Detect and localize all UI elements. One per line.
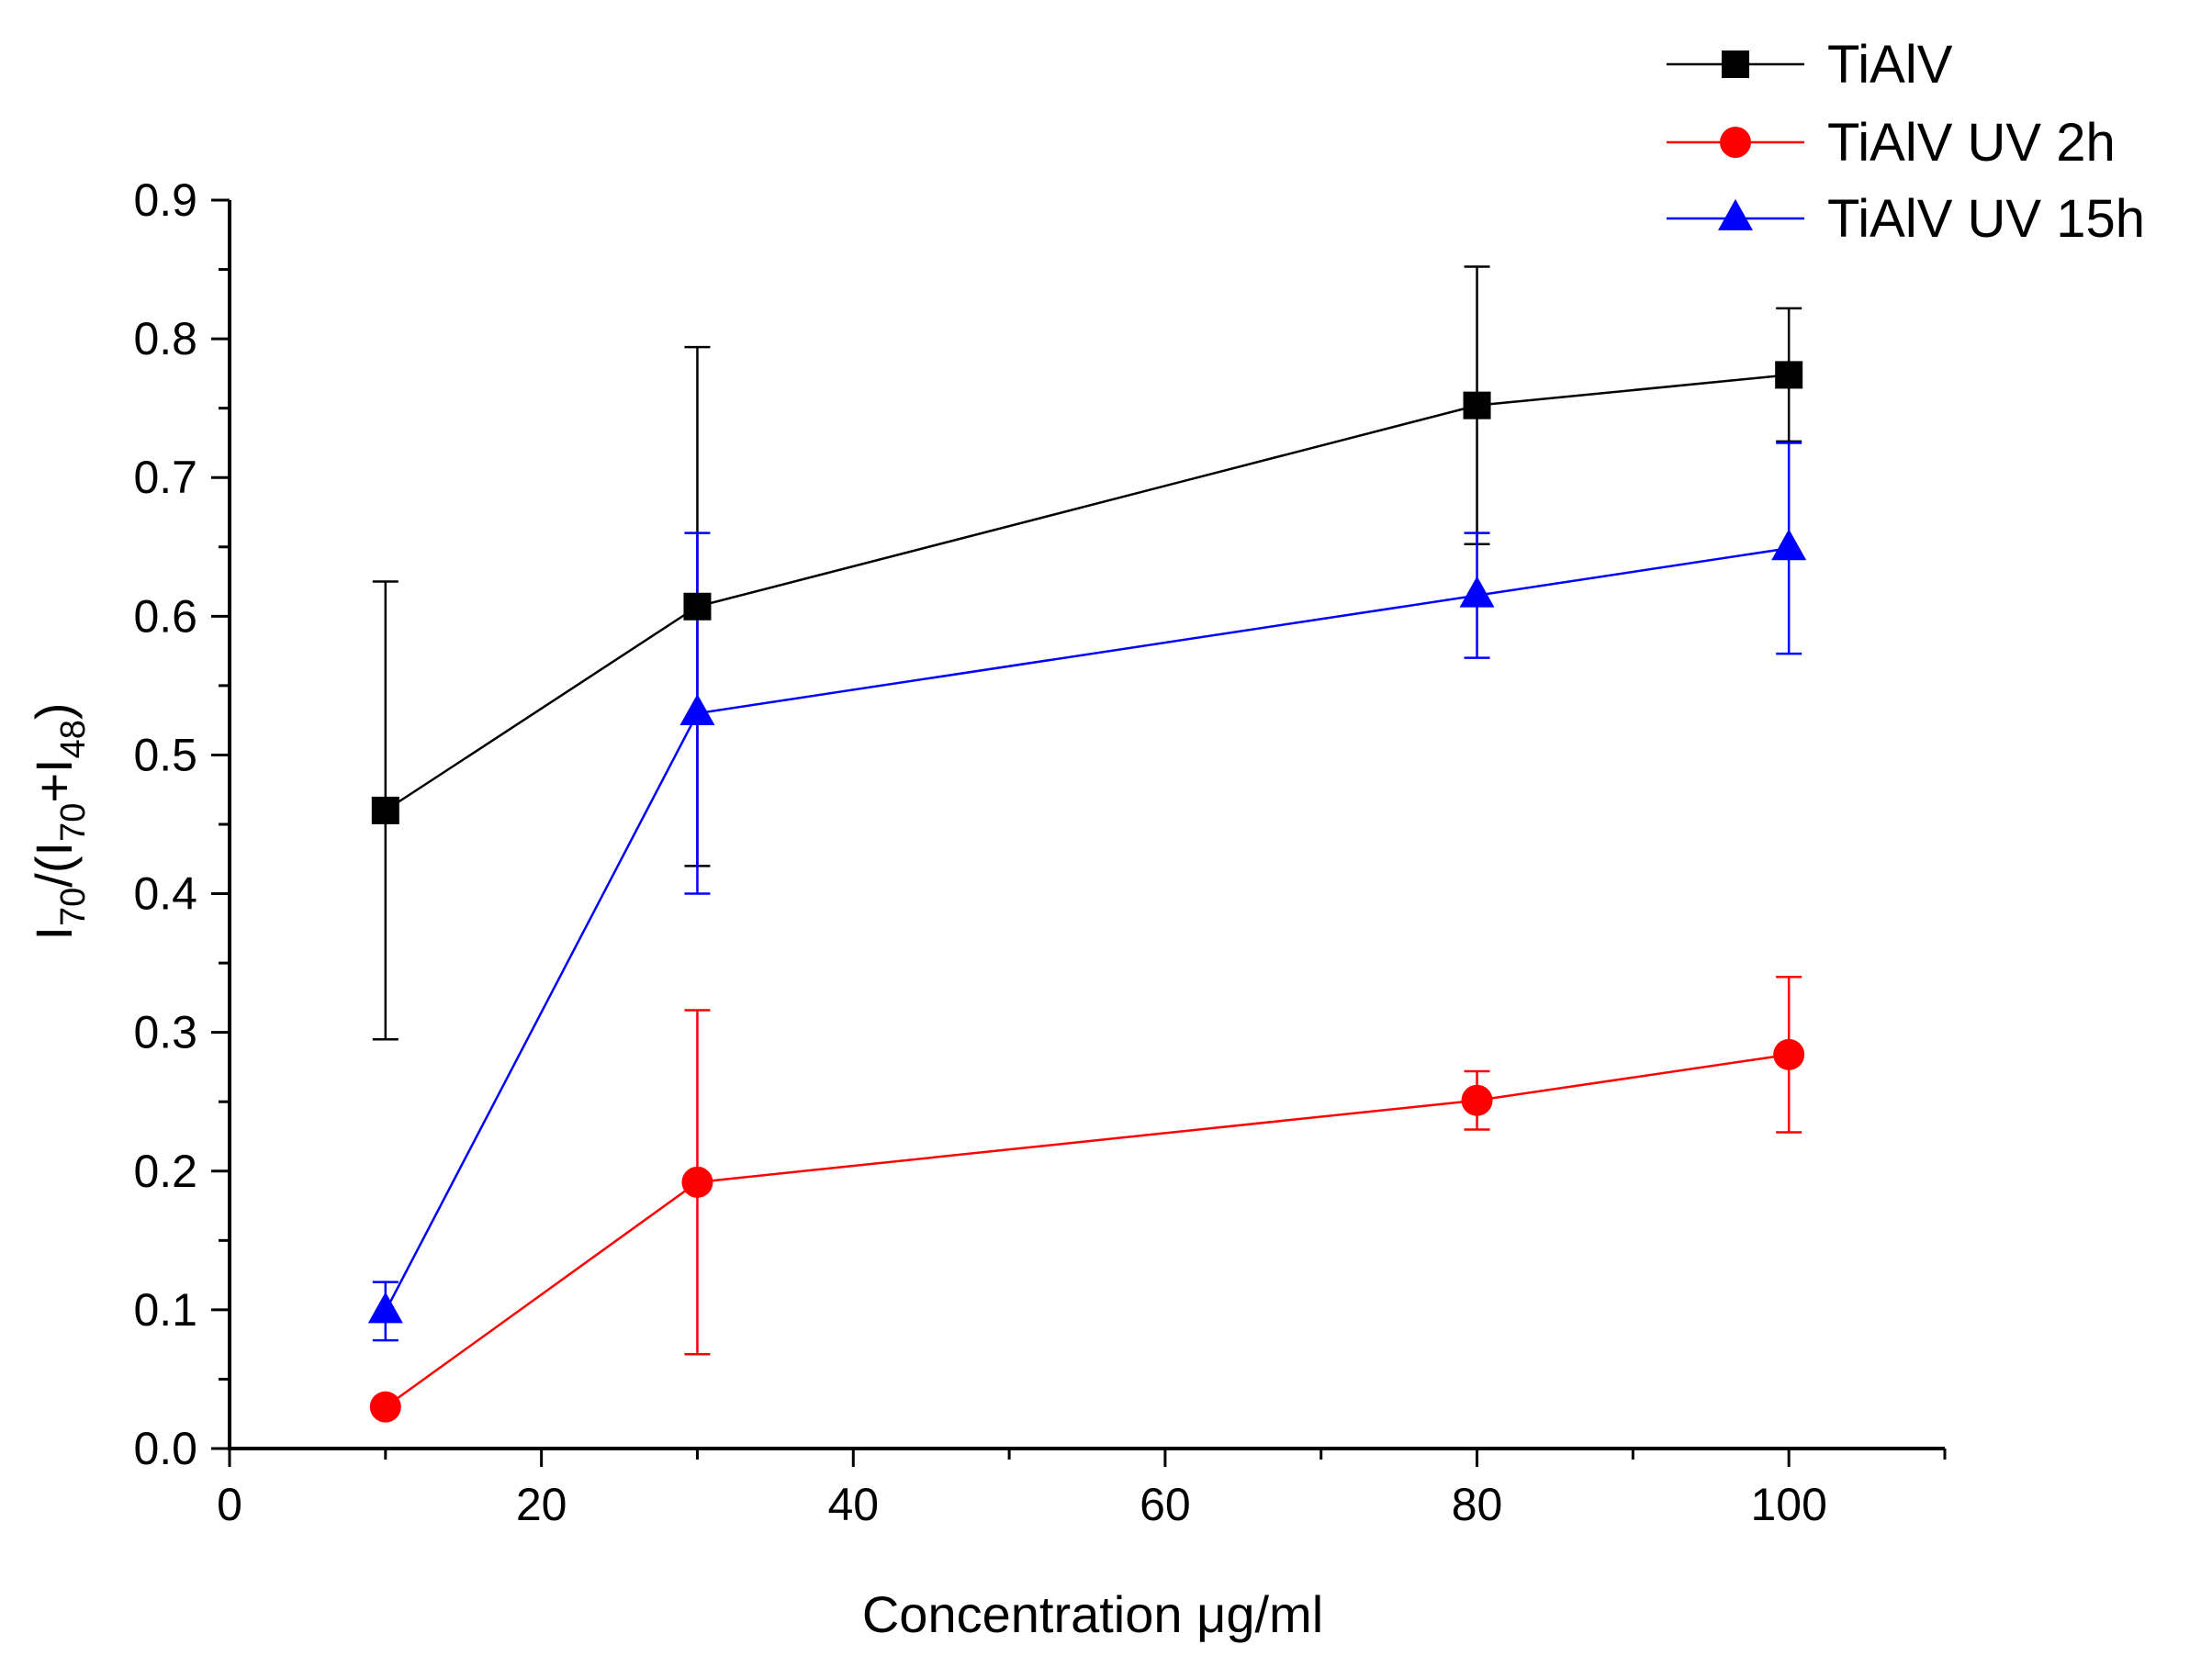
y-tick-label: 0.2 xyxy=(133,1146,197,1197)
markers-layer xyxy=(367,361,1807,1423)
series-line xyxy=(385,374,1790,811)
x-tick-label: 20 xyxy=(516,1479,567,1530)
x-tick-label: 80 xyxy=(1452,1479,1503,1530)
legend-marker xyxy=(1722,50,1749,78)
y-tick-label: 0.0 xyxy=(133,1423,197,1474)
y-tick-label: 0.6 xyxy=(133,590,197,642)
series-line xyxy=(385,1053,1790,1408)
x-tick-label: 0 xyxy=(217,1479,242,1530)
x-tick-label: 100 xyxy=(1750,1479,1826,1530)
axes: 0 20 40 60 80 100 0.0 0.1 0.2 0.3 0.4 0.5 0.6 0.7 0.8 0… xyxy=(133,174,1947,1530)
y-tick-label: 0.8 xyxy=(133,313,197,364)
legend-marker xyxy=(1718,198,1753,230)
legend-item: TiAlV xyxy=(1667,35,1953,95)
legend-label: TiAlV xyxy=(1827,35,1953,95)
legend: TiAlV TiAlV UV 2h TiAlV UV 15h xyxy=(1667,35,2145,249)
x-tick-label: 60 xyxy=(1140,1479,1191,1530)
data-point xyxy=(1463,391,1491,420)
series-line xyxy=(384,547,1790,1312)
y-tick-label: 0.4 xyxy=(133,868,197,920)
data-point xyxy=(1775,361,1803,389)
y-tick-label: 0.7 xyxy=(133,452,197,503)
y-tick-label: 0.5 xyxy=(133,729,197,780)
series-layer xyxy=(367,265,1807,1423)
data-point xyxy=(679,694,715,726)
data-point xyxy=(1459,576,1495,608)
legend-item: TiAlV UV 2h xyxy=(1667,113,2116,173)
y-axis-title: I70/(I70+I48) xyxy=(25,702,93,940)
data-point xyxy=(367,1292,403,1324)
data-point xyxy=(1461,1084,1493,1116)
data-point xyxy=(1773,1038,1805,1070)
legend-marker xyxy=(1720,127,1751,158)
x-tick-label: 40 xyxy=(827,1479,879,1530)
data-point xyxy=(681,1166,713,1198)
series-3 xyxy=(372,442,1802,1342)
x-axis-title: Concentration μg/ml xyxy=(862,1585,1323,1643)
data-point xyxy=(683,592,712,621)
y-tick-label: 0.3 xyxy=(133,1007,197,1058)
data-point xyxy=(1771,529,1807,561)
series-2 xyxy=(385,975,1802,1408)
data-point xyxy=(369,1391,401,1423)
y-tick-label: 0.9 xyxy=(133,174,197,226)
legend-item: TiAlV UV 15h xyxy=(1667,189,2145,249)
y-tick-label: 0.1 xyxy=(133,1284,197,1336)
legend-label: TiAlV UV 2h xyxy=(1827,113,2116,173)
legend-label: TiAlV UV 15h xyxy=(1827,189,2145,249)
data-point xyxy=(371,796,399,824)
